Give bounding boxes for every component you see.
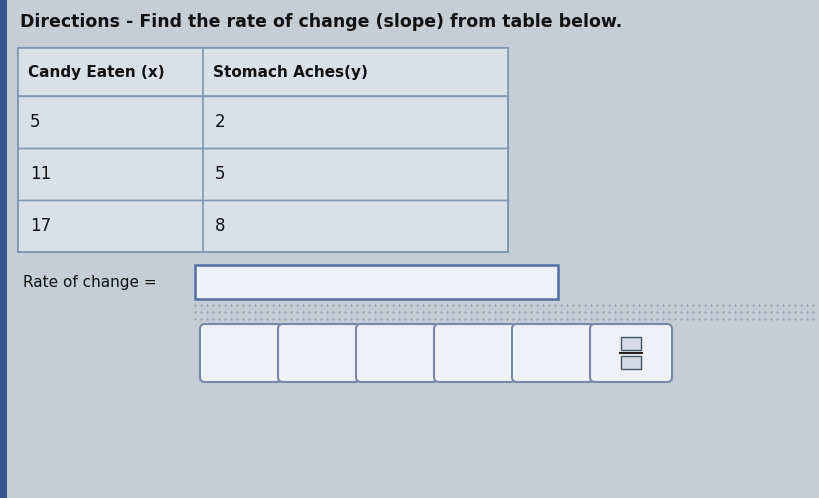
Text: 1: 1	[234, 343, 248, 363]
Text: 5: 5	[30, 113, 40, 131]
Text: |: |	[201, 273, 206, 291]
Bar	[621, 356, 641, 369]
Text: Rate of change =: Rate of change =	[23, 274, 156, 289]
Text: 5: 5	[215, 165, 225, 183]
FancyBboxPatch shape	[356, 324, 438, 382]
Text: Directions - Find the rate of change (slope) from table below.: Directions - Find the rate of change (sl…	[20, 13, 622, 31]
Text: Stomach Aches(y): Stomach Aches(y)	[213, 65, 368, 80]
FancyBboxPatch shape	[434, 324, 516, 382]
FancyBboxPatch shape	[200, 324, 282, 382]
Text: 2: 2	[312, 343, 326, 363]
Text: +: +	[466, 343, 484, 363]
FancyBboxPatch shape	[512, 324, 594, 382]
Text: 17: 17	[30, 217, 51, 235]
Text: 3: 3	[390, 343, 404, 363]
Bar	[0, 0, 7, 498]
Text: 8: 8	[215, 217, 225, 235]
Text: <: <	[544, 343, 563, 363]
Bar	[18, 48, 508, 252]
Text: 11: 11	[30, 165, 52, 183]
Bar	[18, 48, 508, 96]
FancyBboxPatch shape	[590, 324, 672, 382]
Bar	[621, 337, 641, 350]
FancyBboxPatch shape	[278, 324, 360, 382]
Bar	[195, 265, 558, 299]
Text: 2: 2	[215, 113, 225, 131]
Text: Candy Eaten (x): Candy Eaten (x)	[28, 65, 165, 80]
